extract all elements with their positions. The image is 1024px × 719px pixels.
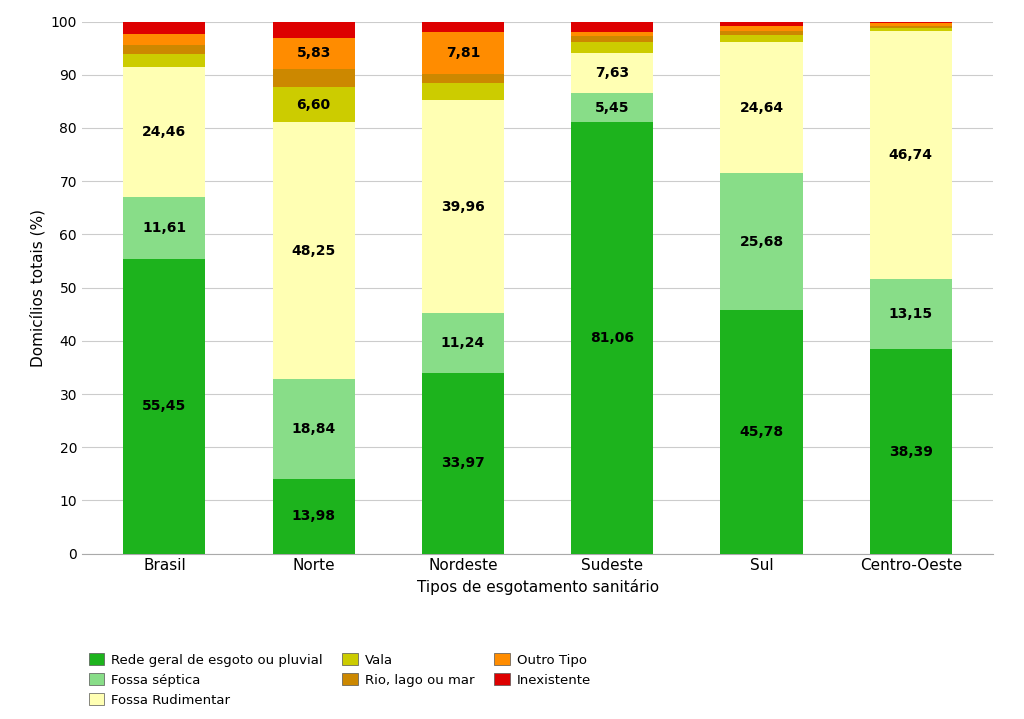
Legend: Rede geral de esgoto ou pluvial, Fossa séptica, Fossa Rudimentar, Vala, Rio, lag: Rede geral de esgoto ou pluvial, Fossa s…: [88, 653, 591, 707]
Bar: [571, 36, 653, 42]
Bar: [422, 83, 504, 101]
Bar: [123, 34, 206, 45]
Text: 11,61: 11,61: [142, 221, 186, 234]
Bar: [272, 22, 354, 37]
Bar: [422, 32, 504, 74]
Bar: [123, 67, 206, 197]
Text: 6,60: 6,60: [297, 98, 331, 111]
Bar: [721, 35, 803, 42]
Bar: [721, 310, 803, 554]
Bar: [869, 24, 952, 26]
Bar: [272, 68, 354, 87]
Bar: [422, 101, 504, 313]
Bar: [272, 87, 354, 122]
Text: 11,24: 11,24: [441, 336, 485, 350]
Bar: [272, 480, 354, 554]
Text: 18,84: 18,84: [292, 422, 336, 436]
Bar: [571, 122, 653, 554]
Bar: [869, 26, 952, 28]
Bar: [123, 259, 206, 554]
Text: 7,81: 7,81: [445, 46, 480, 60]
Bar: [272, 379, 354, 480]
Bar: [721, 173, 803, 310]
X-axis label: Tipos de esgotamento sanitário: Tipos de esgotamento sanitário: [417, 579, 658, 595]
Text: 5,45: 5,45: [595, 101, 630, 115]
Text: 13,98: 13,98: [292, 510, 336, 523]
Bar: [571, 22, 653, 32]
Bar: [123, 197, 206, 259]
Bar: [571, 42, 653, 52]
Bar: [272, 37, 354, 68]
Bar: [869, 28, 952, 31]
Text: 55,45: 55,45: [142, 399, 186, 413]
Bar: [721, 42, 803, 173]
Bar: [422, 373, 504, 554]
Bar: [869, 349, 952, 554]
Text: 13,15: 13,15: [889, 308, 933, 321]
Text: 38,39: 38,39: [889, 444, 933, 459]
Text: 7,63: 7,63: [595, 66, 630, 80]
Bar: [422, 74, 504, 83]
Text: 25,68: 25,68: [739, 234, 783, 249]
Bar: [123, 55, 206, 67]
Bar: [571, 93, 653, 122]
Bar: [869, 31, 952, 280]
Text: 45,78: 45,78: [739, 425, 783, 439]
Bar: [721, 26, 803, 31]
Text: 48,25: 48,25: [292, 244, 336, 257]
Text: 24,64: 24,64: [739, 101, 783, 115]
Text: 81,06: 81,06: [590, 331, 634, 345]
Text: 24,46: 24,46: [142, 125, 186, 139]
Bar: [869, 22, 952, 24]
Y-axis label: Domicílios totais (%): Domicílios totais (%): [30, 209, 45, 367]
Bar: [571, 32, 653, 36]
Text: 33,97: 33,97: [441, 457, 484, 470]
Bar: [571, 52, 653, 93]
Bar: [123, 22, 206, 34]
Bar: [721, 22, 803, 26]
Bar: [422, 22, 504, 32]
Bar: [272, 122, 354, 379]
Bar: [869, 280, 952, 349]
Bar: [123, 45, 206, 55]
Text: 5,83: 5,83: [297, 46, 331, 60]
Bar: [721, 31, 803, 35]
Text: 39,96: 39,96: [441, 200, 484, 214]
Text: 46,74: 46,74: [889, 148, 933, 162]
Bar: [422, 313, 504, 373]
